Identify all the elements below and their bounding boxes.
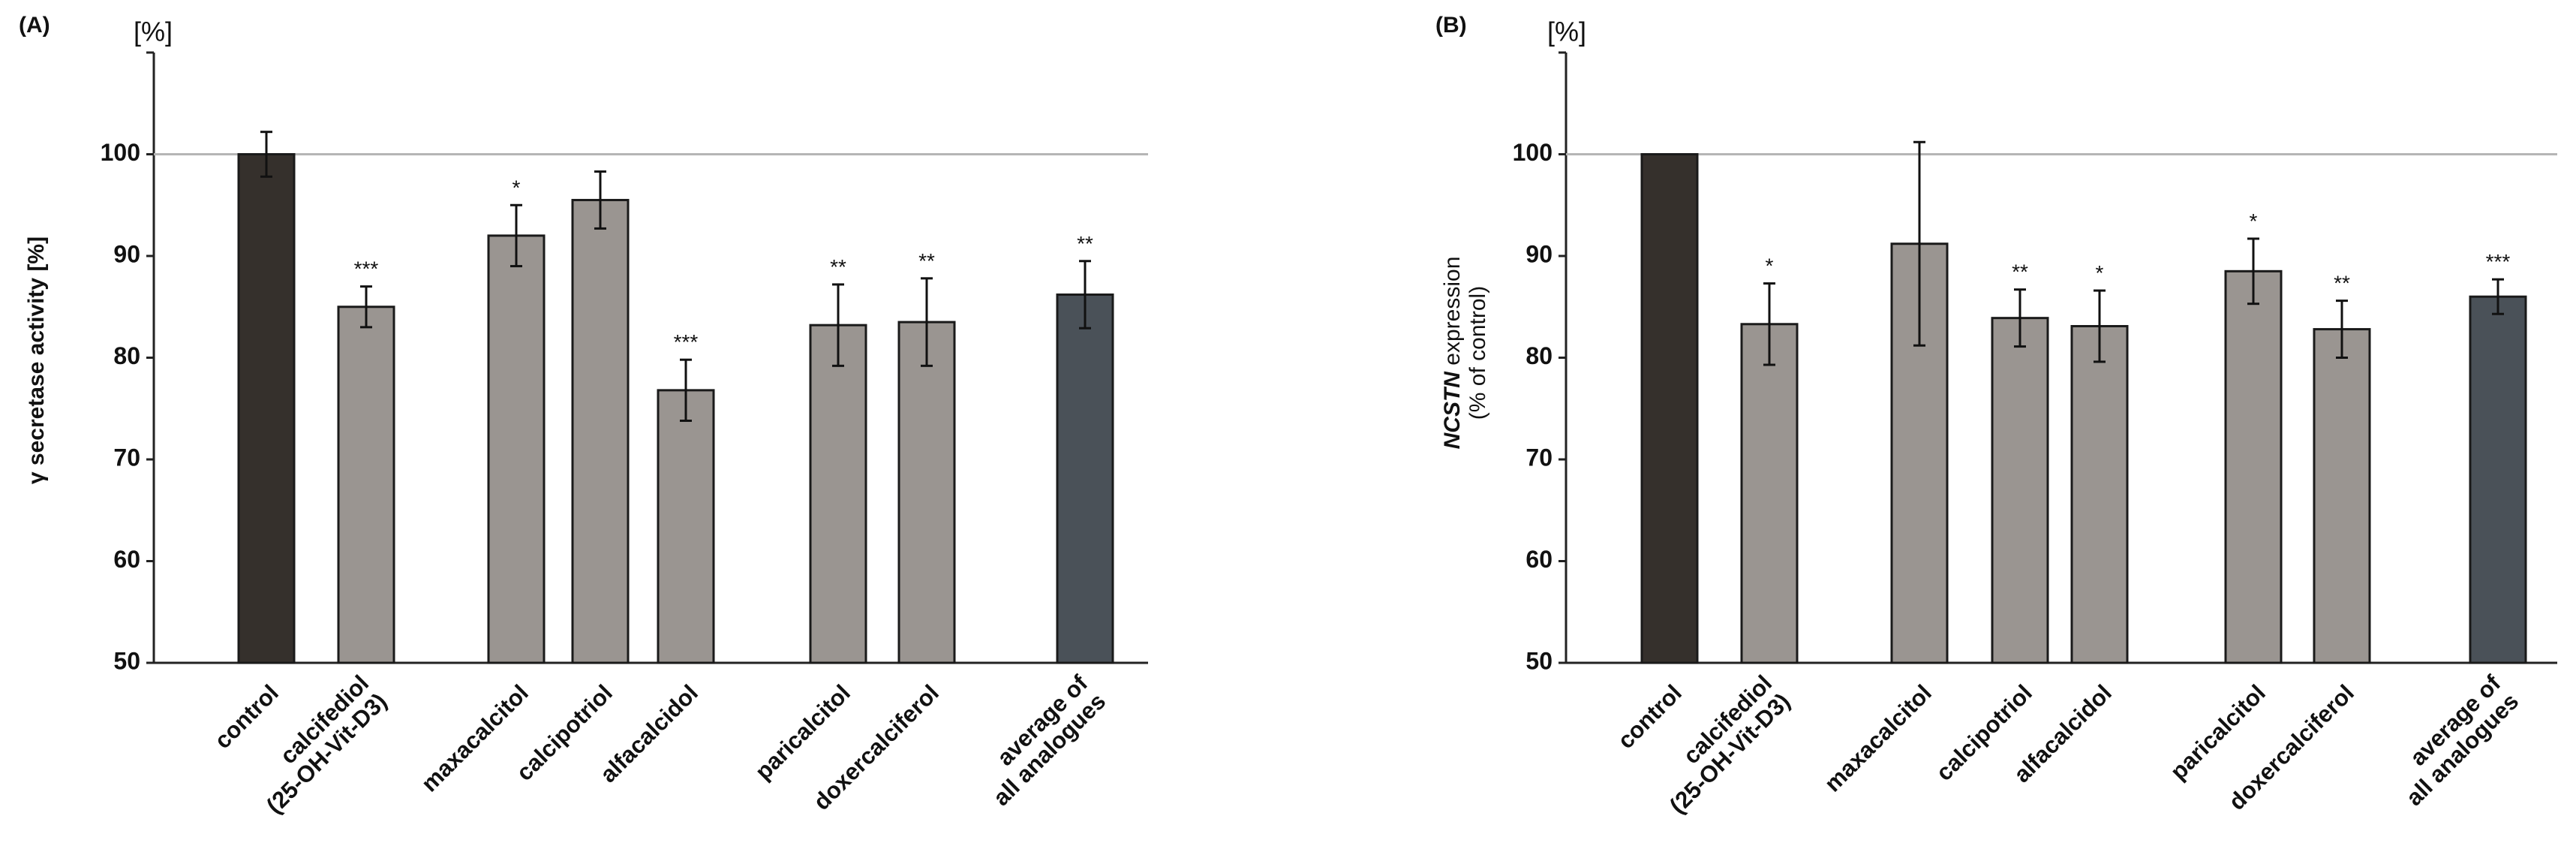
panel-b-significance-label: *: [1766, 254, 1774, 278]
panel-b-bar: [2469, 295, 2527, 664]
panel-b-bar: [1640, 153, 1699, 664]
panel-a: (A) [%] γ secretase activity [%] 50 60 70 80 90…: [19, 13, 1148, 819]
panel-a-category-label: maxacalcitol: [416, 679, 534, 796]
panel-a-y-tick-label: 50: [113, 647, 140, 674]
panel-b-unit-label: [%]: [1547, 17, 1586, 47]
panel-b-y-axis-title-rest: expression: [1440, 257, 1465, 372]
panel-a-bar: [487, 234, 546, 664]
panel-a-y-tick-label: 60: [113, 546, 140, 573]
panel-a-bar: [571, 198, 630, 664]
panel-b-bar: [2313, 328, 2371, 664]
panel-b-y-tick-label: 80: [1525, 342, 1553, 369]
panel-b: (B) [%] NCSTN expression (% of control) 50 60…: [1435, 13, 2557, 819]
panel-a-significance-label: *: [512, 176, 521, 199]
panel-b-bar: [1991, 317, 2049, 664]
panel-a-y-axis-title: γ secretase activity [%]: [24, 236, 49, 484]
panel-a-bar: [657, 389, 715, 664]
panel-b-y-tick-label: 50: [1525, 647, 1553, 674]
panel-b-y-axis-title: NCSTN expression: [1440, 257, 1465, 450]
panel-b-y-axis-title-italic: NCSTN: [1440, 371, 1465, 450]
panel-a-unit-label: [%]: [134, 17, 173, 47]
panel-b-bar: [1740, 323, 1799, 664]
panel-a-significance-label: ***: [354, 257, 379, 281]
panel-b-bar: [2070, 324, 2129, 664]
panel-b-category-label: control: [1613, 679, 1687, 754]
panel-b-category-label-line: maxacalcitol: [1820, 679, 1937, 796]
panel-b-y-tick-label: 100: [1513, 139, 1553, 166]
panel-b-y-tick-label: 70: [1525, 444, 1553, 471]
panel-a-y-tick-label: 80: [113, 342, 140, 369]
panel-a-label: (A): [19, 13, 50, 38]
panel-b-bar: [2224, 269, 2283, 664]
panel-b-significance-label: **: [2334, 272, 2350, 295]
panel-a-y-tick-label: 100: [101, 139, 140, 166]
panel-a-category-label-line: maxacalcitol: [416, 679, 534, 796]
panel-a-category-label-line: control: [209, 679, 284, 754]
panel-a-category-label: control: [209, 679, 284, 754]
panel-a-bar: [809, 324, 867, 664]
panel-a-bar: [897, 321, 956, 664]
panel-a-significance-label: ***: [674, 330, 699, 354]
panel-b-y-tick-label: 60: [1525, 546, 1553, 573]
panel-a-bar: [337, 306, 395, 664]
panel-b-significance-label: *: [2250, 209, 2258, 233]
panel-a-significance-label: **: [918, 249, 935, 272]
panel-b-label: (B): [1435, 13, 1467, 38]
panel-a-y-tick-label: 70: [113, 444, 140, 471]
panel-a-category-label: average ofall analogues: [970, 670, 1111, 811]
panel-a-significance-label: **: [1077, 232, 1093, 255]
panel-b-significance-label: ***: [2486, 250, 2511, 273]
panel-b-category-label: maxacalcitol: [1820, 679, 1937, 796]
panel-a-y-tick-label: 90: [113, 240, 140, 267]
panel-b-significance-label: *: [2096, 261, 2104, 285]
panel-b-significance-label: **: [2012, 260, 2028, 284]
panel-a-significance-label: **: [830, 255, 846, 278]
panel-b-y-axis-title-line2: (% of control): [1465, 286, 1490, 420]
panel-a-bar: [1056, 293, 1114, 664]
panel-a-bar: [237, 153, 296, 664]
panel-b-category-label-line: control: [1613, 679, 1687, 754]
panel-b-category-label: average ofall analogues: [2383, 670, 2524, 811]
panel-b-y-tick-label: 90: [1525, 240, 1553, 267]
